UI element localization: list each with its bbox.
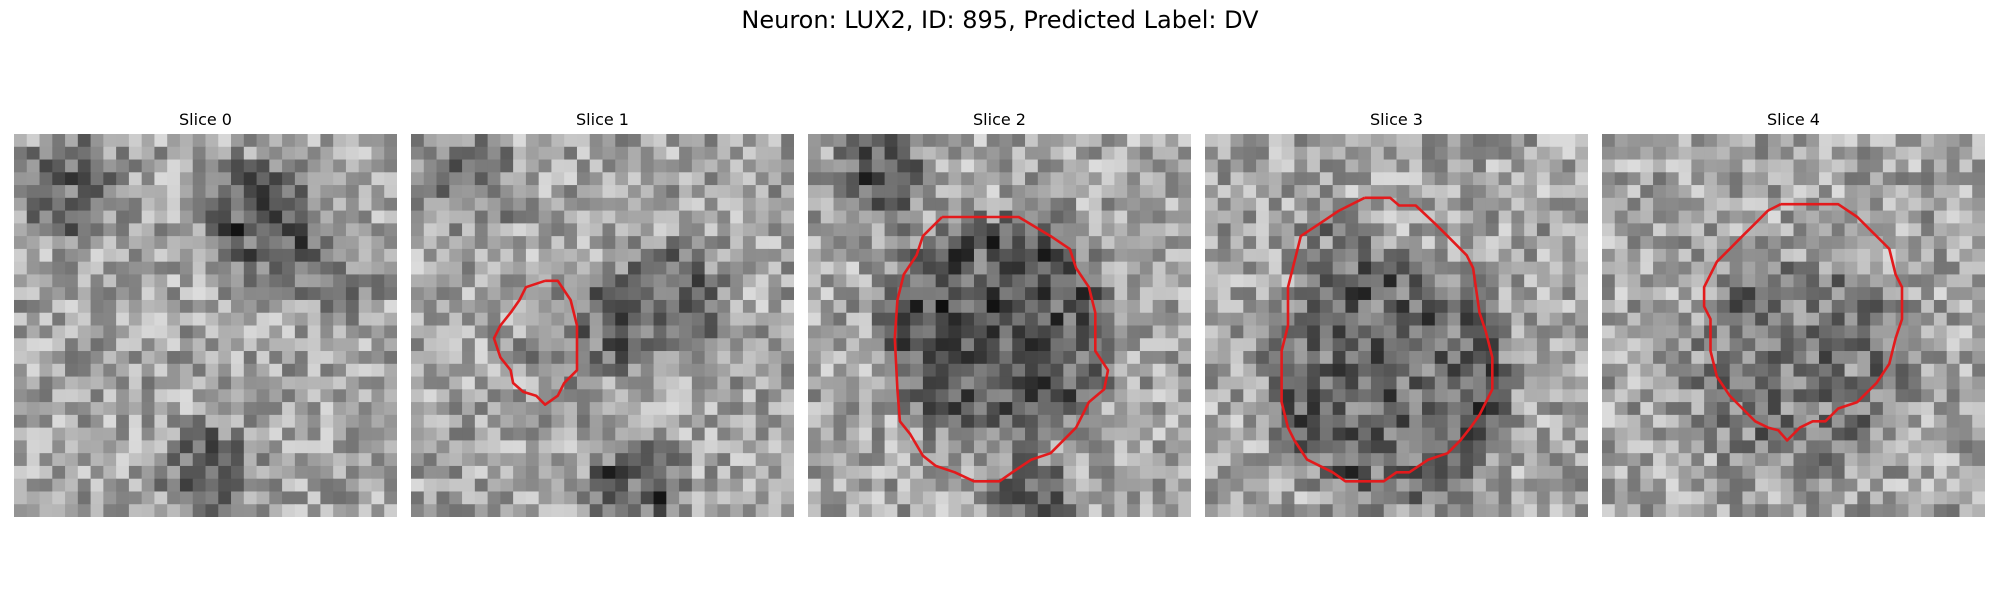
slice-3-roi-contour [1280,196,1494,483]
slice-3-image [1205,134,1588,517]
slice-1-roi-contour [492,279,579,407]
figure-title: Neuron: LUX2, ID: 895, Predicted Label: … [741,6,1259,34]
slice-3-title: Slice 3 [1370,110,1423,129]
slice-1-pixels [411,134,794,517]
slice-2-roi-contour [893,215,1110,483]
slice-1-image [411,134,794,517]
slice-1-title: Slice 1 [576,110,629,129]
slice-0-image [14,134,397,517]
slice-2-pixels [808,134,1191,517]
slice-2-title: Slice 2 [973,110,1026,129]
slice-0-title: Slice 0 [179,110,232,129]
slice-3-pixels [1205,134,1588,517]
slice-0-pixels [14,134,397,517]
slice-4-title: Slice 4 [1767,110,1820,129]
slice-4-image [1602,134,1985,517]
slice-2-image [808,134,1191,517]
slice-4-roi-contour [1702,202,1904,442]
slice-4-pixels [1602,134,1985,517]
